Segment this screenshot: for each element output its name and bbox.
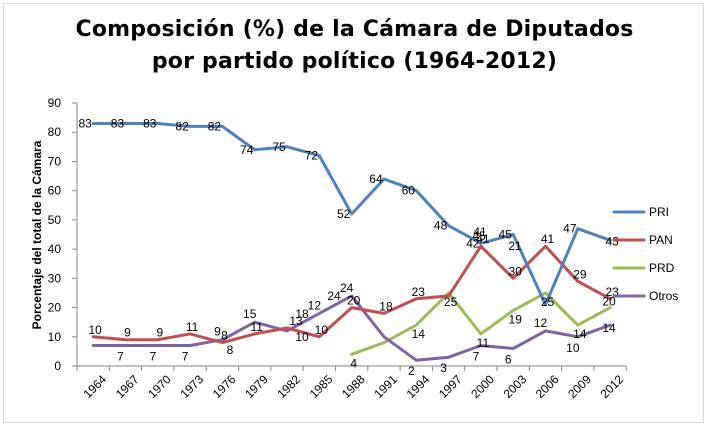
data-label-pan: 8 — [221, 329, 228, 343]
data-label-pan: 11 — [186, 320, 199, 334]
x-tick-label: 2012 — [597, 372, 626, 401]
data-label-pan: 20 — [347, 294, 361, 308]
data-label-pri: 82 — [208, 119, 222, 133]
data-label-extra: 13 — [289, 314, 303, 328]
data-label-otros: 7 — [149, 350, 156, 364]
data-label-otros: 3 — [440, 361, 447, 375]
data-label-pri: 72 — [305, 149, 319, 163]
series-line-pan — [91, 244, 612, 345]
data-label-pan: 29 — [573, 267, 587, 281]
data-label-pri: 83 — [111, 116, 125, 130]
legend-label-pan: PAN — [649, 233, 673, 247]
data-label-pri: 82 — [175, 119, 189, 133]
data-label-pan: 10 — [315, 323, 329, 337]
data-label-pri: 52 — [337, 207, 351, 221]
data-label-pri: 64 — [369, 172, 383, 186]
y-tick-label: 80 — [48, 125, 62, 139]
data-label-otros: 2 — [408, 364, 415, 378]
data-label-otros: 15 — [243, 307, 257, 321]
data-label-pri: 42 — [466, 236, 480, 250]
data-label-otros: 10 — [566, 341, 580, 355]
y-tick-label: 30 — [48, 271, 62, 285]
data-label-prd: 25 — [444, 295, 458, 309]
data-label-pan: 23 — [412, 285, 426, 299]
series-line-pri — [91, 122, 612, 307]
x-tick-label: 1964 — [80, 372, 109, 401]
x-tick-label: 1979 — [242, 372, 271, 401]
data-label-otros: 14 — [602, 321, 616, 335]
data-label-pri: 75 — [272, 140, 286, 154]
data-label-pri: 43 — [605, 234, 619, 248]
data-label-otros: 12 — [534, 316, 548, 330]
data-label-prd: 14 — [412, 327, 426, 341]
data-label-pan: 30 — [509, 264, 523, 278]
data-label-pan: 41 — [541, 232, 555, 246]
data-label-extra: 18 — [295, 307, 309, 321]
data-label-pan: 11 — [250, 320, 263, 334]
data-label-extra: 45 — [472, 229, 486, 243]
legend-label-prd: PRD — [649, 261, 675, 275]
data-label-otros: 9 — [214, 325, 221, 339]
data-label-extra: 21 — [508, 239, 522, 253]
data-label-otros: 6 — [505, 352, 512, 366]
series-line-prd — [350, 291, 612, 356]
x-tick-label: 1988 — [339, 372, 368, 401]
y-tick-label: 40 — [48, 242, 62, 256]
data-label-prd: 20 — [602, 295, 616, 309]
data-label-otros: 24 — [340, 281, 354, 295]
data-label-pan: 9 — [156, 326, 163, 340]
y-tick-label: 60 — [48, 184, 62, 198]
data-label-pri: 83 — [143, 116, 157, 130]
data-label-extra: 24 — [327, 289, 341, 303]
x-tick-label: 1973 — [177, 372, 206, 401]
data-label-otros: 7 — [117, 350, 124, 364]
chart-title: Composición (%) de la Cámara de Diputado… — [75, 17, 634, 74]
legend-label-pri: PRI — [649, 205, 669, 219]
data-label-pan: 9 — [124, 326, 131, 340]
data-label-pri: 60 — [402, 184, 416, 198]
y-tick-label: 90 — [48, 96, 62, 110]
data-label-pri: 45 — [499, 228, 513, 242]
x-tick-label: 1991 — [371, 372, 400, 401]
data-label-otros: 7 — [182, 350, 189, 364]
y-tick-label: 50 — [48, 213, 62, 227]
data-label-pan: 10 — [88, 323, 102, 337]
y-tick-label: 10 — [48, 330, 62, 344]
data-label-extra: 10 — [295, 330, 309, 344]
data-label-pri: 74 — [240, 143, 254, 157]
x-tick-label: 1997 — [436, 372, 465, 401]
data-label-otros: 12 — [308, 298, 322, 312]
data-label-extra: 8 — [227, 343, 234, 357]
y-tick-label: 0 — [54, 359, 61, 373]
x-tick-label: 1967 — [113, 372, 142, 401]
data-label-pri: 47 — [563, 222, 577, 236]
x-tick-label: 2009 — [565, 372, 594, 401]
data-label-pan: 18 — [379, 299, 393, 313]
x-tick-label: 2006 — [533, 372, 562, 401]
x-tick-label: 1982 — [274, 372, 303, 401]
x-tick-label: 1976 — [210, 372, 239, 401]
y-tick-label: 20 — [48, 301, 62, 315]
data-label-otros: 7 — [473, 350, 480, 364]
x-tick-label: 2003 — [501, 372, 530, 401]
data-label-extra: 41 — [473, 225, 487, 239]
data-label-prd: 11 — [477, 336, 490, 350]
data-label-prd: 25 — [541, 295, 555, 309]
x-tick-label: 1985 — [307, 372, 336, 401]
data-label-pan: 41 — [476, 232, 490, 246]
data-label-prd: 4 — [350, 356, 357, 370]
legend-label-otros: Otros — [649, 289, 678, 303]
y-tick-label: 70 — [48, 154, 62, 168]
data-label-prd: 14 — [573, 327, 587, 341]
series-line-otros — [91, 294, 612, 362]
x-tick-label: 1970 — [145, 372, 174, 401]
data-label-prd: 19 — [509, 312, 523, 326]
x-tick-label: 2000 — [468, 372, 497, 401]
data-label-pri: 48 — [434, 219, 448, 233]
data-label-pri: 83 — [78, 116, 92, 130]
